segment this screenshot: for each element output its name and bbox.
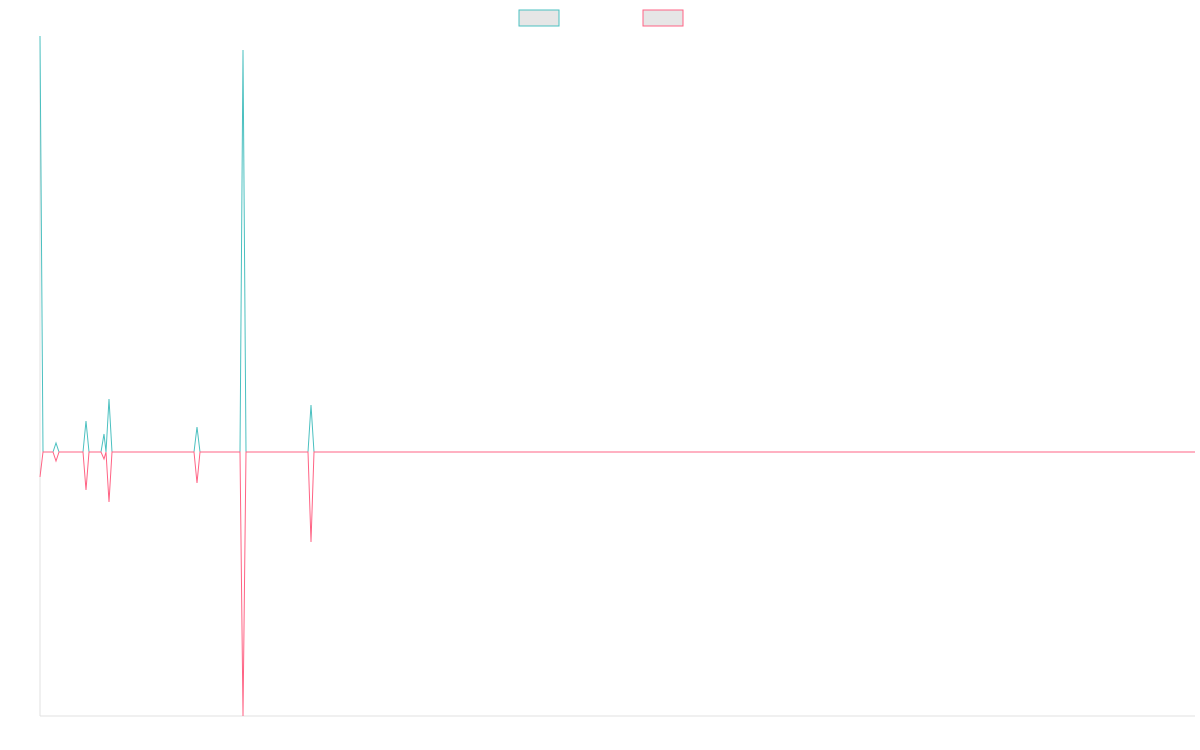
series-line — [39, 35, 1195, 453]
legend-swatch — [518, 9, 560, 27]
series-line — [39, 451, 1195, 717]
legend-swatch — [642, 9, 684, 27]
